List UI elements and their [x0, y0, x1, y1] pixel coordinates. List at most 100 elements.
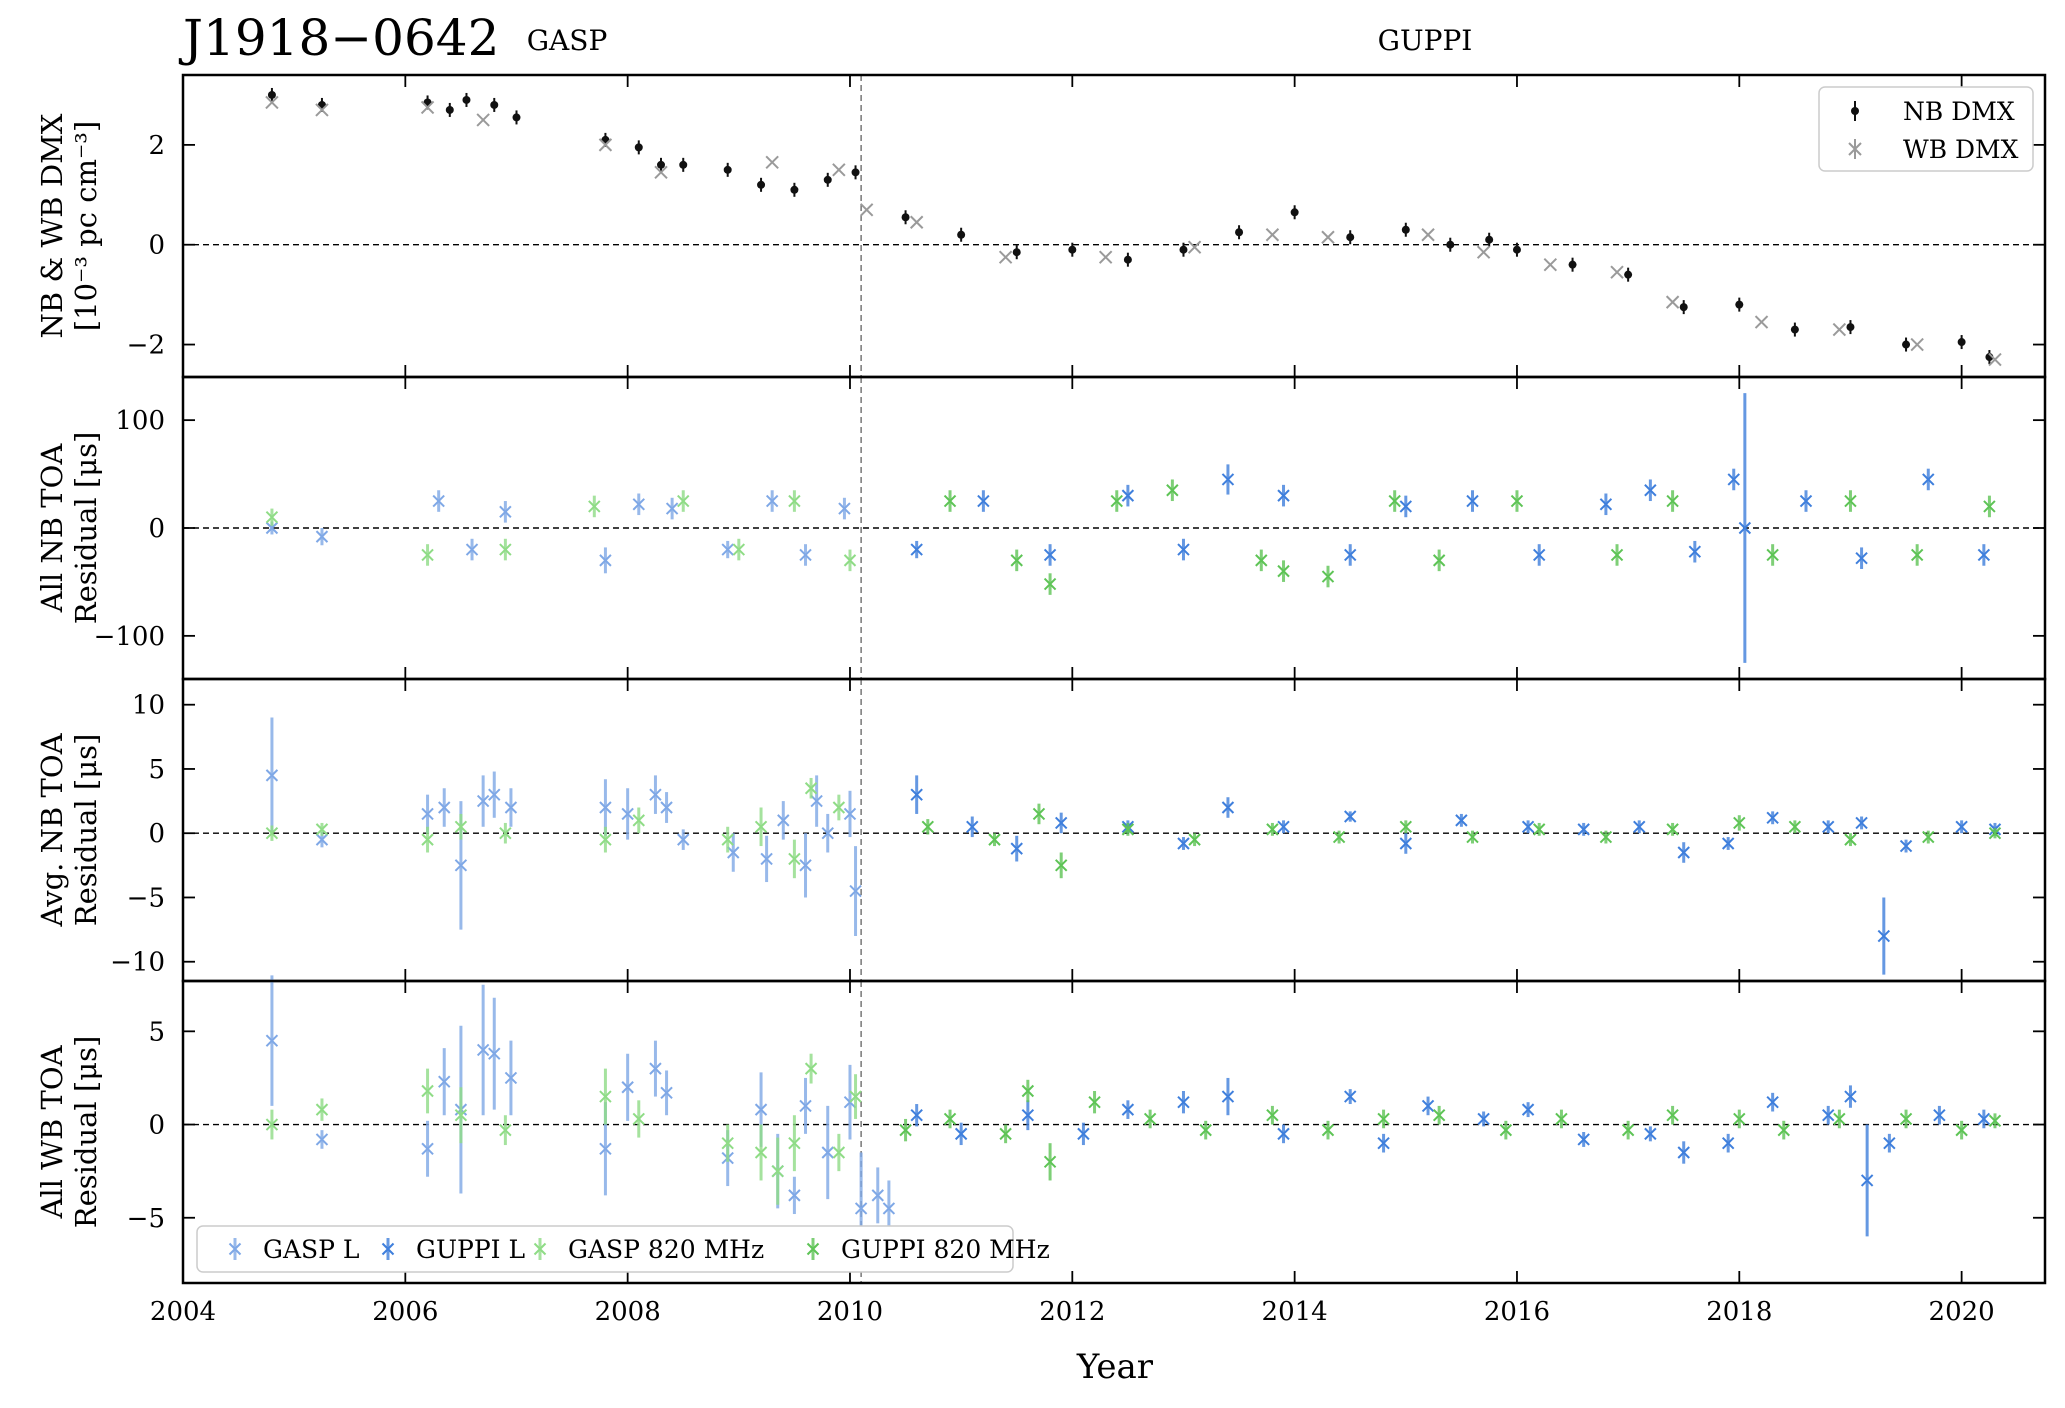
data-point: [599, 1090, 612, 1103]
data-point: [788, 1136, 801, 1150]
data-point: [504, 801, 518, 814]
data-point: [871, 1189, 884, 1202]
data-point: [499, 543, 512, 556]
data-point: [660, 1086, 673, 1100]
data-point: [1277, 820, 1290, 833]
data-point: [1021, 1109, 1035, 1122]
data-point: [1521, 1103, 1535, 1116]
data-point: [1633, 820, 1646, 833]
data-point: [910, 788, 923, 801]
data-point: [832, 163, 846, 177]
data-point: [954, 1127, 968, 1141]
data-point: [1983, 500, 1996, 513]
data-point: [1321, 230, 1335, 244]
data-point: [1822, 1109, 1835, 1122]
data-point: [1665, 295, 1680, 309]
panel-dmx: −2 0 2 NB & WB DMX[10⁻³ pc cm⁻³] NB DMX WB DM…: [35, 73, 2047, 379]
data-point: [1399, 500, 1413, 513]
data-point: [588, 500, 601, 513]
data-point: [488, 788, 501, 801]
data-point: [265, 511, 279, 524]
data-point: [1688, 545, 1702, 558]
y-axis-label: All WB TOAResidual [μs]: [35, 1036, 103, 1229]
data-point: [1610, 265, 1624, 279]
data-point: [1121, 823, 1135, 836]
y-axis-label-line: Avg. NB TOA: [35, 732, 69, 927]
data-point: [899, 1123, 912, 1137]
data-point: [421, 807, 434, 821]
data-point: [421, 833, 434, 846]
data-point: [1177, 543, 1190, 556]
data-point: [1421, 1099, 1435, 1113]
y-tick-label: −5: [127, 883, 165, 913]
data-point: [654, 165, 668, 180]
y-axis-label-line: Residual [μs]: [69, 432, 103, 625]
data-point: [1399, 837, 1413, 850]
data-point: [265, 1118, 279, 1131]
data-point: [1790, 325, 1799, 334]
legend-label: GUPPI L: [416, 1235, 525, 1264]
data-point: [665, 502, 679, 515]
data-point: [315, 823, 329, 836]
data-point: [454, 1109, 468, 1122]
data-point: [1644, 484, 1657, 497]
data-point: [943, 1112, 957, 1126]
legend-label: GUPPI 820 MHz: [841, 1235, 1050, 1264]
data-point: [1166, 484, 1179, 497]
x-tick-label: 2016: [1484, 1297, 1550, 1327]
data-point: [1899, 839, 1913, 853]
data-point: [1666, 823, 1679, 836]
data-point: [1844, 1090, 1857, 1103]
data-point: [1012, 248, 1021, 257]
data-point: [599, 554, 612, 567]
data-point: [599, 801, 612, 814]
data-point: [1344, 1090, 1357, 1103]
series-guppi-l: [910, 775, 2002, 975]
legend-label: WB DMX: [1903, 135, 2019, 164]
data-point: [677, 494, 690, 508]
legend-box: [1818, 86, 2034, 172]
data-point: [1735, 300, 1744, 309]
data-point: [265, 95, 279, 110]
y-axis-label-line: [10⁻³ pc cm⁻³]: [69, 121, 103, 331]
data-point: [1577, 823, 1590, 836]
data-point: [1098, 250, 1113, 264]
data-point: [265, 1034, 279, 1047]
data-point: [821, 1146, 834, 1159]
data-point: [1187, 240, 1202, 254]
data-point: [843, 554, 857, 567]
x-tick-label: 2018: [1706, 1297, 1772, 1327]
data-point: [1902, 340, 1911, 349]
data-point: [1766, 548, 1779, 562]
data-point: [760, 852, 773, 866]
data-point: [1054, 816, 1068, 830]
data-point: [1568, 260, 1577, 269]
data-point: [1177, 1095, 1190, 1109]
data-point: [1277, 1127, 1290, 1141]
data-point: [599, 833, 612, 846]
data-point: [757, 180, 766, 189]
x-tick-label: 2020: [1929, 1297, 1995, 1327]
y-tick-label: 100: [115, 406, 165, 436]
data-point: [1054, 859, 1068, 872]
x-tick-label: 2008: [595, 1297, 661, 1327]
data-point: [1883, 1136, 1896, 1150]
data-point: [512, 113, 521, 122]
data-point: [267, 90, 276, 99]
data-point: [1860, 1174, 1874, 1187]
data-point: [1510, 494, 1524, 508]
panel-frame: [181, 979, 2047, 1285]
data-point: [721, 543, 734, 556]
backend-label-guppi: GUPPI: [1378, 24, 1473, 57]
data-point: [765, 494, 779, 508]
y-tick-label: −2: [127, 331, 165, 361]
data-point: [977, 494, 990, 508]
data-point: [621, 807, 634, 821]
data-point: [1179, 245, 1188, 254]
series-gasp-l: [265, 975, 896, 1265]
data-point: [1321, 570, 1335, 583]
data-point: [849, 1090, 862, 1103]
data-point: [1621, 1123, 1635, 1137]
data-point: [1977, 548, 1991, 562]
